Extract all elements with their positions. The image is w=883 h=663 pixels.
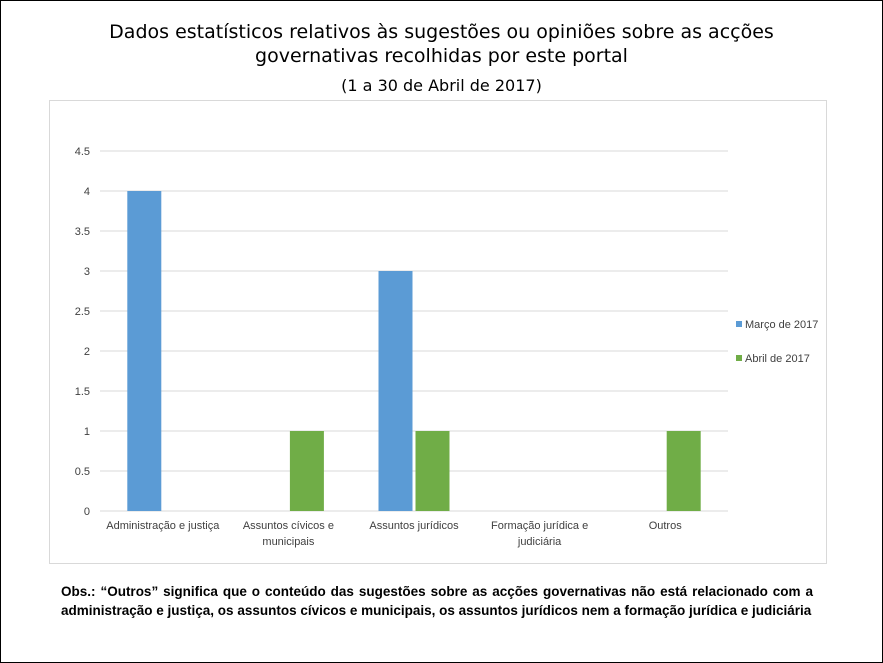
bar-series-2 [289, 431, 324, 511]
x-category-label: Assuntos jurídicos [369, 520, 459, 532]
y-tick-label: 2.5 [75, 306, 90, 318]
legend-label: Março de 2017 [745, 319, 818, 331]
y-tick-label: 0 [84, 506, 90, 518]
legend-label: Abril de 2017 [745, 353, 810, 365]
x-category-label: municipais [262, 536, 314, 548]
chart-area: 0 0.5 1 1.5 2 2.5 3 3.5 4 4.5 Administração e just… [49, 100, 827, 564]
y-tick-label: 2 [84, 346, 90, 358]
x-category-label: Assuntos cívicos e [243, 520, 334, 532]
y-tick-label: 4 [84, 186, 90, 198]
bar-series-2 [415, 431, 450, 511]
bar-series-1 [127, 191, 162, 511]
y-tick-label: 4.5 [75, 146, 90, 158]
x-category-label: Formação jurídica e [491, 520, 588, 532]
chart-subtitle: (1 a 30 de Abril de 2017) [341, 76, 542, 95]
y-tick-label: 1.5 [75, 386, 90, 398]
x-category-label: Outros [649, 520, 683, 532]
bar-series-2 [666, 431, 701, 511]
legend-swatch [736, 321, 742, 327]
bar-series-1 [378, 271, 413, 511]
x-category-label: Administração e justiça [106, 520, 220, 532]
footnote: Obs.: “Outros” significa que o conteúdo … [61, 584, 813, 618]
y-tick-label: 1 [84, 426, 90, 438]
legend-swatch [736, 355, 742, 361]
x-category-label: judiciária [517, 536, 562, 548]
bar-chart: 0 0.5 1 1.5 2 2.5 3 3.5 4 4.5 Administração e just… [75, 146, 819, 548]
y-tick-label: 0.5 [75, 466, 90, 478]
y-tick-label: 3 [84, 266, 90, 278]
y-tick-label: 3.5 [75, 226, 90, 238]
chart-title: Dados estatísticos relativos às sugestõe… [109, 21, 774, 67]
